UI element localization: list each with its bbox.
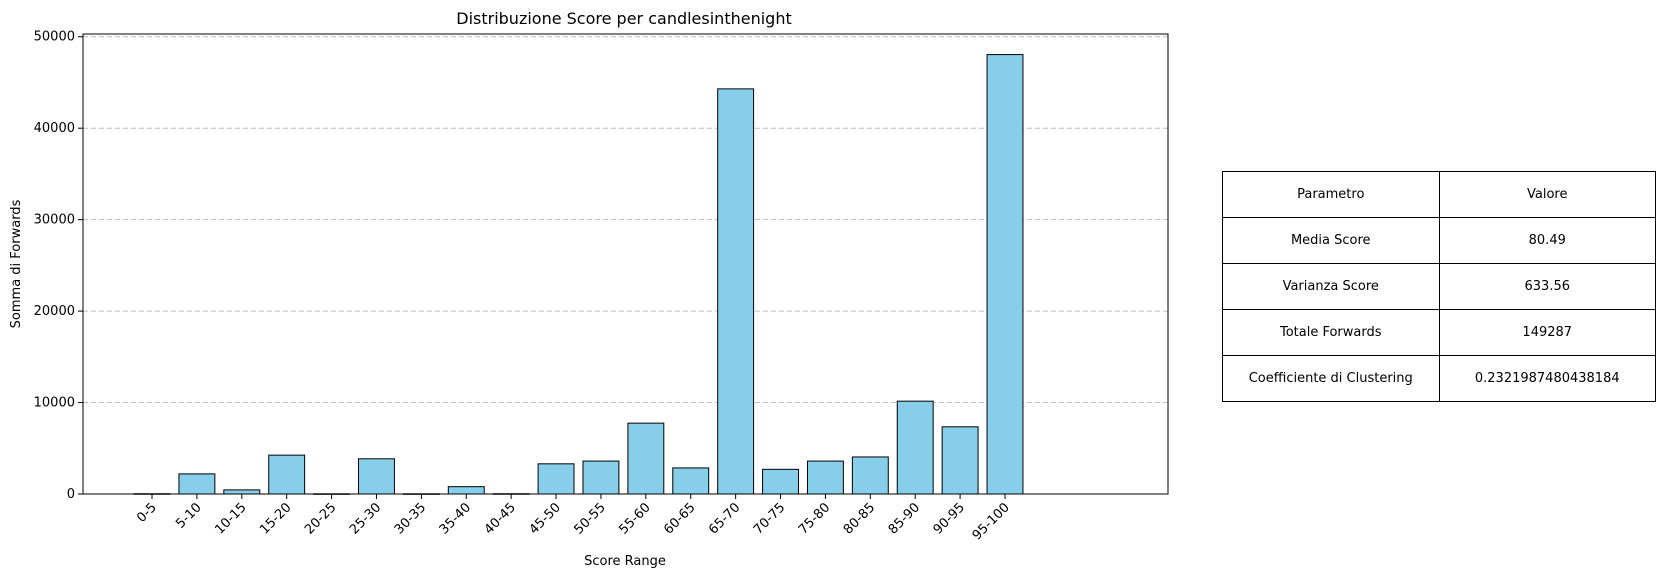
y-tick-label: 20000: [34, 304, 75, 319]
x-tick-label: 35-40: [437, 500, 474, 537]
bar-60-65: [672, 467, 710, 495]
x-tick-label: 95-100: [970, 500, 1013, 543]
x-tick-label: 0-5: [134, 500, 160, 526]
table-cell-param: Totale Forwards: [1222, 309, 1440, 356]
bar-45-50: [537, 463, 575, 495]
x-tick-label: 10-15: [212, 500, 249, 537]
bar-55-60: [627, 422, 665, 495]
bar-70-75: [762, 468, 799, 495]
table-cell-value: 149287: [1438, 309, 1656, 356]
y-tick-label: 40000: [34, 121, 75, 136]
y-tick-label: 30000: [34, 213, 75, 228]
x-tick-label: 70-75: [751, 500, 788, 537]
x-tick-label: 55-60: [616, 500, 653, 537]
y-axis: 0 10000 20000 30000 40000 50000: [34, 30, 83, 502]
table-header-param: Parametro: [1222, 171, 1440, 218]
bar-65-70: [717, 88, 755, 495]
table-cell-param: Coefficiente di Clustering: [1222, 355, 1440, 402]
bar-15-20: [268, 454, 306, 495]
bar-10-15: [223, 489, 261, 495]
x-tick-label: 75-80: [796, 500, 833, 537]
x-tick-label: 90-95: [931, 500, 968, 537]
x-tick-label: 50-55: [571, 500, 608, 537]
x-tick-label: 15-20: [257, 500, 294, 537]
plot-frame: [82, 33, 1169, 495]
chart-title: Distribuzione Score per candlesinthenigh…: [456, 9, 791, 28]
bar-25-30: [358, 458, 395, 495]
table-row: Media Score 80.49: [1222, 217, 1656, 264]
table-row: Coefficiente di Clustering 0.23219874804…: [1222, 355, 1656, 402]
bar-50-55: [582, 460, 620, 495]
x-tick-label: 85-90: [886, 500, 923, 537]
bar-5-10: [178, 473, 216, 495]
x-tick-label: 5-10: [173, 500, 204, 531]
bar-95-100: [986, 54, 1024, 495]
y-tick-label: 0: [67, 487, 75, 502]
table-row: Totale Forwards 149287: [1222, 309, 1656, 356]
x-tick-label: 45-50: [527, 500, 564, 537]
table-cell-value: 0.2321987480438184: [1438, 355, 1656, 402]
x-axis: 0-5 5-10 10-15 15-20 20-25 25-30 30-35 35-40 40-…: [134, 494, 1013, 543]
y-axis-label: Somma di Forwards: [9, 199, 24, 328]
bar-90-95: [941, 426, 979, 495]
table-cell-param: Media Score: [1222, 217, 1440, 264]
bar-80-85: [851, 456, 889, 495]
bar-85-90: [896, 400, 934, 495]
table-cell-param: Varianza Score: [1222, 263, 1440, 310]
x-axis-label: Score Range: [584, 554, 666, 569]
bar-35-40: [447, 486, 485, 495]
x-tick-label: 30-35: [392, 500, 429, 537]
table-cell-value: 633.56: [1438, 263, 1656, 310]
table-row: Varianza Score 633.56: [1222, 263, 1656, 310]
table-header-row: Parametro Valore: [1222, 171, 1656, 218]
x-tick-label: 60-65: [661, 500, 698, 537]
y-tick-label: 10000: [34, 396, 75, 411]
y-tick-label: 50000: [34, 30, 75, 45]
table-cell-value: 80.49: [1438, 217, 1656, 264]
bar-75-80: [806, 460, 844, 495]
x-tick-label: 20-25: [302, 500, 339, 537]
x-tick-label: 80-85: [841, 500, 878, 537]
x-tick-label: 65-70: [706, 500, 743, 537]
x-tick-label: 25-30: [347, 500, 384, 537]
bar-chart: Distribuzione Score per candlesinthenigh…: [9, 9, 1169, 569]
stats-table: Parametro Valore Media Score 80.49 Varia…: [1222, 171, 1656, 402]
x-tick-label: 40-45: [482, 500, 519, 537]
bars: [133, 54, 1024, 495]
table-header-value: Valore: [1438, 171, 1656, 218]
